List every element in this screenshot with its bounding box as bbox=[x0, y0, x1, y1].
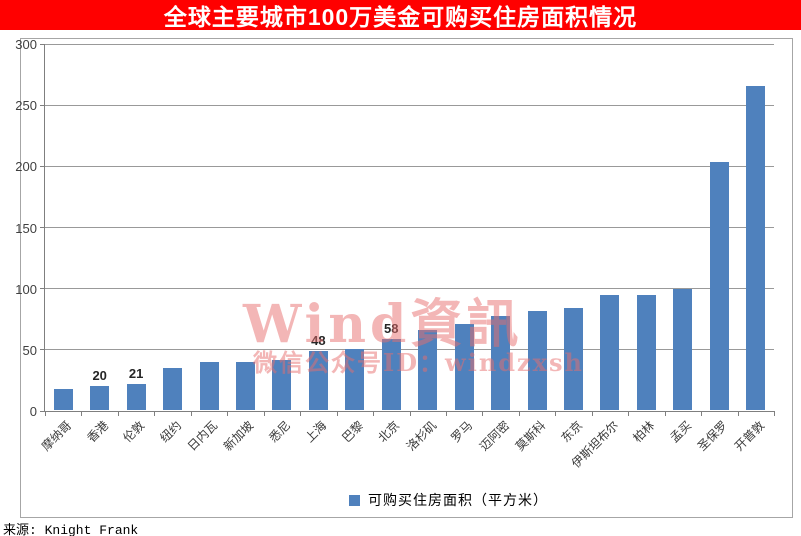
chart-title: 全球主要城市100万美金可购买住房面积情况 bbox=[163, 4, 638, 30]
bar-摩纳哥 bbox=[53, 389, 73, 410]
x-axis-label-上海: 上海 bbox=[302, 418, 330, 446]
bar-巴黎 bbox=[345, 348, 365, 410]
y-axis-label-300: 300 bbox=[15, 37, 37, 52]
legend: 可购买住房面积（平方米） bbox=[349, 492, 548, 508]
x-tick-0 bbox=[45, 412, 46, 416]
x-tick-7 bbox=[300, 412, 302, 416]
x-axis-label-柏林: 柏林 bbox=[630, 418, 658, 446]
y-axis-label-100: 100 bbox=[15, 281, 37, 297]
x-tick-12 bbox=[482, 412, 484, 416]
x-tick-15 bbox=[591, 412, 593, 416]
x-tick-6 bbox=[263, 412, 265, 416]
x-tick-17 bbox=[664, 412, 666, 416]
gridline-150 bbox=[45, 227, 774, 228]
x-axis-label-洛杉矶: 洛杉矶 bbox=[403, 418, 439, 454]
y-axis-label-0: 0 bbox=[29, 404, 37, 419]
gridline-200 bbox=[45, 165, 774, 167]
source-note: 来源: Knight Frank bbox=[3, 523, 139, 536]
y-axis-label-200: 200 bbox=[15, 159, 37, 175]
y-tick-300 bbox=[40, 43, 45, 45]
bar-莫斯科 bbox=[527, 310, 547, 410]
x-tick-3 bbox=[154, 412, 156, 416]
x-axis-label-圣保罗: 圣保罗 bbox=[695, 418, 731, 454]
y-tick-250 bbox=[40, 104, 45, 106]
chart-frame: 0 50 100 150 200 250 300 摩纳哥 20 香港 21 伦敦 纽约 日内瓦 新加坡 悉尼 4… bbox=[15, 38, 793, 518]
x-tick-16 bbox=[628, 412, 630, 416]
x-tick-14 bbox=[555, 412, 557, 416]
x-tick-5 bbox=[227, 412, 229, 416]
x-tick-13 bbox=[518, 412, 520, 416]
chart-title-banner: 全球主要城市100万美金可购买住房面积情况 bbox=[0, 0, 801, 30]
x-tick-20 bbox=[774, 412, 775, 416]
data-label-上海: 48 bbox=[311, 333, 326, 349]
bar-上海 bbox=[308, 351, 328, 410]
data-label-伦敦: 21 bbox=[128, 366, 144, 382]
bar-香港 bbox=[90, 385, 110, 410]
bar-新加坡 bbox=[235, 362, 255, 410]
x-tick-11 bbox=[445, 412, 447, 416]
legend-label: 可购买住房面积（平方米） bbox=[368, 492, 548, 508]
x-tick-19 bbox=[737, 412, 739, 416]
bar-孟买 bbox=[673, 288, 693, 410]
bar-东京 bbox=[564, 308, 584, 410]
bar-悉尼 bbox=[272, 359, 292, 410]
x-axis-label-新加坡: 新加坡 bbox=[221, 418, 257, 454]
x-tick-9 bbox=[373, 412, 375, 416]
x-axis-label-孟买: 孟买 bbox=[667, 418, 695, 446]
bar-圣保罗 bbox=[709, 161, 729, 410]
gridline-50 bbox=[45, 349, 774, 351]
gridline-300 bbox=[45, 43, 774, 45]
y-tick-100 bbox=[40, 288, 45, 290]
bar-北京 bbox=[381, 339, 401, 410]
x-axis-line bbox=[44, 411, 775, 412]
bar-纽约 bbox=[163, 368, 183, 410]
x-tick-10 bbox=[409, 412, 411, 416]
bar-迈阿密 bbox=[491, 315, 511, 410]
y-tick-200 bbox=[40, 165, 45, 167]
x-tick-2 bbox=[117, 412, 119, 416]
x-axis-label-罗马: 罗马 bbox=[448, 418, 476, 446]
x-axis-label-香港: 香港 bbox=[83, 418, 111, 446]
y-axis-label-250: 250 bbox=[15, 98, 37, 114]
y-axis-label-150: 150 bbox=[15, 220, 37, 236]
bar-伊斯坦布尔 bbox=[600, 295, 620, 410]
plot-area: 0 50 100 150 200 250 300 摩纳哥 20 香港 21 伦敦 纽约 日内瓦 新加坡 悉尼 4… bbox=[15, 38, 775, 471]
x-axis-label-悉尼: 悉尼 bbox=[266, 418, 294, 446]
x-axis-label-莫斯科: 莫斯科 bbox=[512, 418, 549, 454]
y-tick-50 bbox=[40, 349, 45, 351]
x-tick-8 bbox=[336, 412, 338, 416]
x-axis-label-东京: 东京 bbox=[557, 418, 585, 446]
x-tick-1 bbox=[81, 412, 83, 416]
bar-日内瓦 bbox=[199, 362, 219, 410]
y-axis-label-50: 50 bbox=[22, 342, 37, 358]
x-axis-label-摩纳哥: 摩纳哥 bbox=[39, 418, 75, 454]
x-axis-label-伦敦: 伦敦 bbox=[120, 418, 148, 446]
bar-洛杉矶 bbox=[418, 330, 438, 410]
x-axis-label-开普敦: 开普敦 bbox=[731, 418, 767, 454]
gridline-100 bbox=[45, 288, 774, 290]
x-axis-label-日内瓦: 日内瓦 bbox=[184, 418, 221, 454]
bar-罗马 bbox=[454, 324, 474, 410]
x-axis-label-巴黎: 巴黎 bbox=[339, 418, 367, 446]
data-label-香港: 20 bbox=[92, 367, 107, 383]
y-tick-0 bbox=[40, 410, 45, 412]
x-tick-18 bbox=[701, 412, 703, 416]
bar-开普敦 bbox=[746, 85, 766, 410]
gridline-250 bbox=[45, 104, 774, 106]
x-axis-label-北京: 北京 bbox=[375, 418, 403, 446]
bar-柏林 bbox=[636, 295, 656, 410]
y-axis-line bbox=[44, 44, 45, 412]
x-tick-4 bbox=[190, 412, 192, 416]
x-axis-label-纽约: 纽约 bbox=[156, 418, 184, 446]
x-axis-label-迈阿密: 迈阿密 bbox=[476, 418, 512, 454]
data-label-北京: 58 bbox=[384, 321, 399, 337]
legend-swatch bbox=[349, 494, 360, 506]
y-tick-150 bbox=[40, 227, 45, 228]
bar-伦敦 bbox=[126, 384, 146, 410]
